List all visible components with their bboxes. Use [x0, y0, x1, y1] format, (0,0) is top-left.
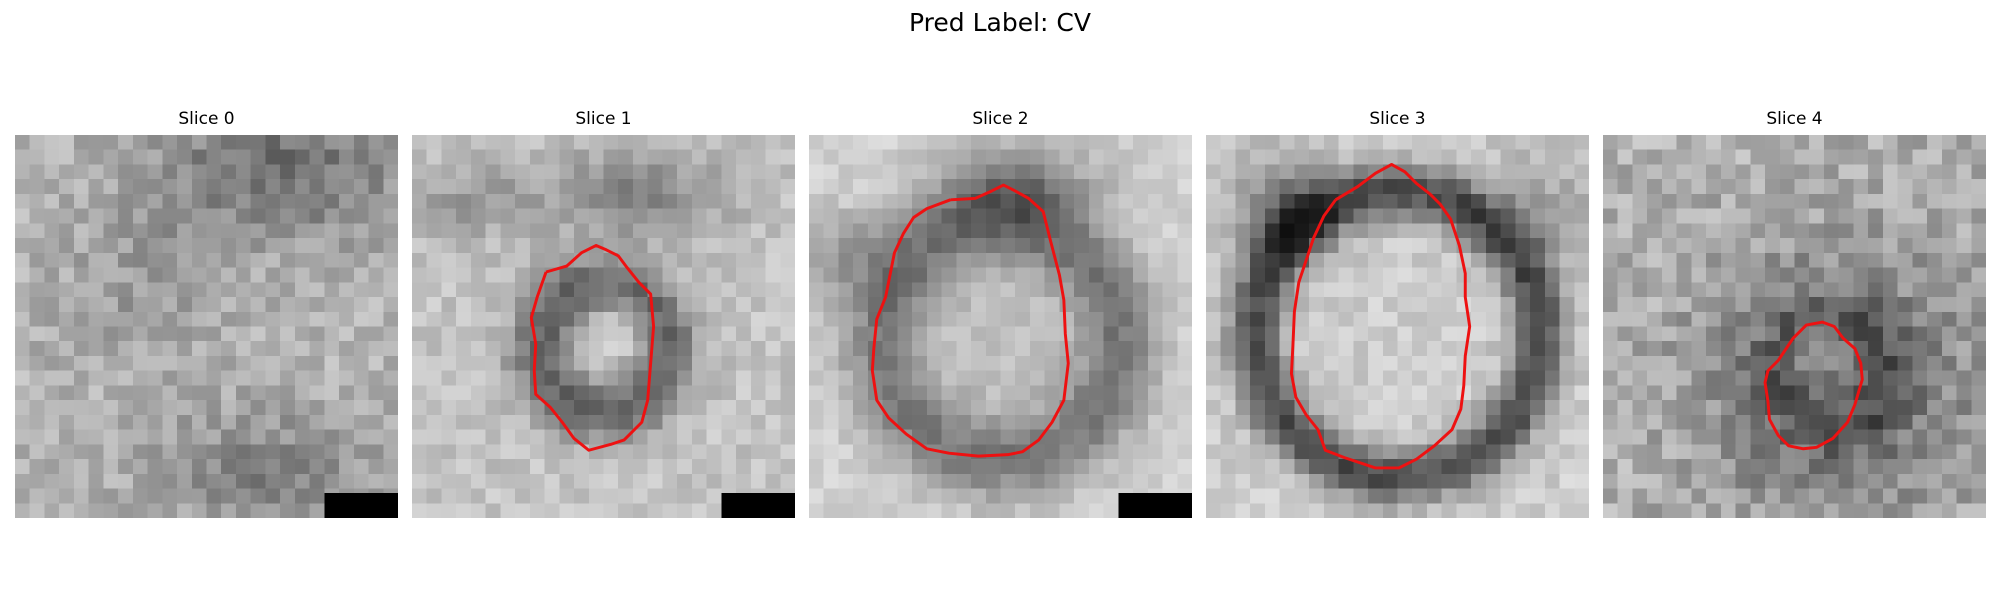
segmentation-contour: [870, 183, 1070, 458]
scale-bar: [721, 492, 795, 518]
slice-title: Slice 3: [1369, 109, 1426, 129]
segmentation-contour: [1289, 162, 1472, 470]
segmentation-contour: [1763, 320, 1864, 451]
scale-bar: [324, 492, 398, 518]
scale-bar: [1118, 492, 1192, 518]
slice-title: Slice 1: [575, 109, 632, 129]
slice-panel-1: Slice 1: [412, 108, 795, 518]
slice-image: [809, 135, 1192, 518]
slice-image: [1603, 135, 1986, 518]
segmentation-contour: [529, 244, 656, 452]
slice-panel-4: Slice 4: [1603, 108, 1986, 518]
slice-image: [1206, 135, 1589, 518]
slice-title: Slice 2: [972, 109, 1029, 129]
slice-title: Slice 4: [1766, 109, 1823, 129]
slice-panel-3: Slice 3: [1206, 108, 1589, 518]
figure-title: Pred Label: CV: [909, 8, 1091, 37]
slice-image: [15, 135, 398, 518]
slice-title: Slice 0: [178, 109, 235, 129]
slice-image: [412, 135, 795, 518]
slice-panel-0: Slice 0: [15, 108, 398, 518]
slice-panel-2: Slice 2: [809, 108, 1192, 518]
